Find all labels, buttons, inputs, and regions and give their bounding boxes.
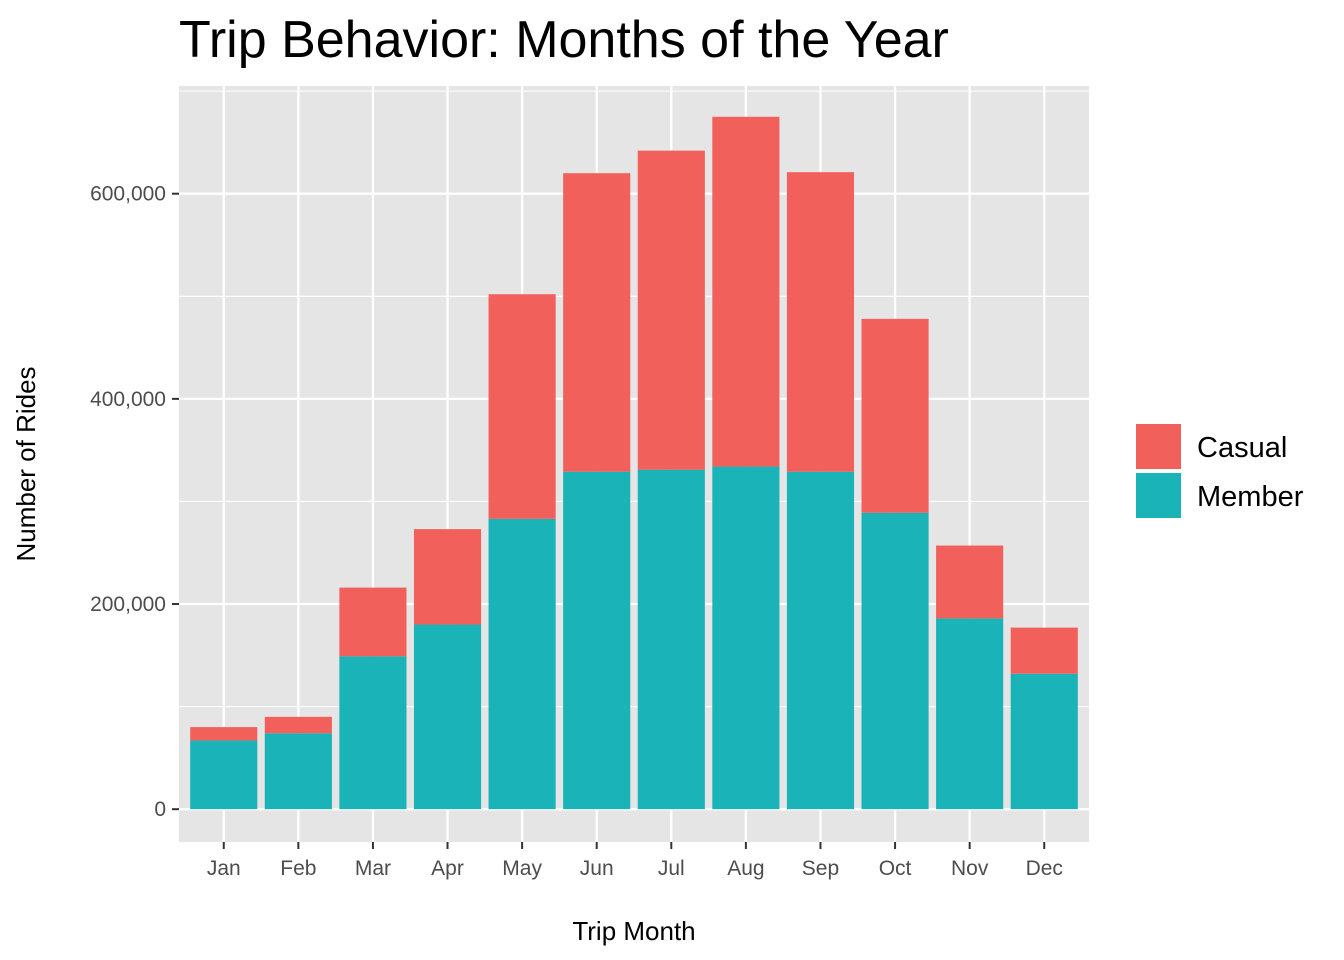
x-tick-label: Jun — [580, 857, 614, 880]
x-axis: Jan Feb Mar Apr May Jun Jul Aug Sep Oct Nov Dec — [207, 842, 1063, 880]
bar-casual-jun — [563, 173, 631, 472]
bar-member-dec — [1010, 673, 1078, 810]
bar-member-feb — [264, 733, 332, 810]
y-axis-title: Number of Rides — [11, 366, 41, 561]
bar-member-sep — [786, 471, 855, 810]
bar-casual-nov — [936, 545, 1004, 619]
x-tick-label: May — [502, 857, 542, 880]
bar-casual-dec — [1010, 627, 1078, 674]
bar-member-jan — [190, 740, 258, 810]
x-tick-label: Mar — [355, 857, 391, 880]
x-tick-label: Nov — [951, 857, 989, 880]
y-tick-label: 600,000 — [90, 183, 166, 206]
bar-member-apr — [413, 624, 482, 810]
bar-member-jul — [637, 469, 705, 810]
bar-member-jun — [563, 471, 631, 810]
bar-casual-jul — [637, 150, 705, 470]
x-tick-label: Jan — [207, 857, 241, 880]
legend-key-casual — [1136, 424, 1181, 469]
y-axis: 0 200,000 400,000 600,000 — [90, 183, 179, 821]
x-tick-label: Sep — [802, 857, 839, 880]
y-tick-label: 200,000 — [90, 593, 166, 616]
bar-member-mar — [339, 656, 407, 810]
x-tick-label: Oct — [879, 857, 912, 880]
bar-casual-mar — [339, 587, 407, 657]
bar-casual-jan — [190, 727, 258, 741]
bar-member-aug — [712, 466, 780, 810]
x-tick-label: Dec — [1026, 857, 1063, 880]
bar-casual-sep — [786, 172, 855, 472]
x-axis-title: Trip Month — [572, 916, 695, 946]
bar-member-nov — [936, 618, 1004, 810]
bar-casual-apr — [413, 529, 482, 625]
y-tick-label: 400,000 — [90, 388, 166, 411]
bar-member-oct — [861, 512, 929, 810]
bar-member-may — [488, 518, 556, 810]
x-tick-label: Aug — [727, 857, 764, 880]
x-tick-label: Jul — [658, 857, 685, 880]
bar-casual-feb — [264, 716, 332, 734]
bar-casual-aug — [712, 116, 780, 467]
x-tick-label: Feb — [280, 857, 316, 880]
bar-casual-may — [488, 294, 556, 519]
legend-key-member — [1136, 473, 1181, 518]
chart-title: Trip Behavior: Months of the Year — [179, 11, 949, 69]
x-tick-label: Apr — [431, 857, 464, 880]
legend-label-member: Member — [1197, 481, 1304, 513]
legend-label-casual: Casual — [1197, 432, 1287, 464]
y-tick-label: 0 — [154, 798, 166, 821]
legend: Casual Member — [1136, 424, 1304, 518]
bars — [190, 116, 1078, 810]
bar-casual-oct — [861, 318, 929, 513]
